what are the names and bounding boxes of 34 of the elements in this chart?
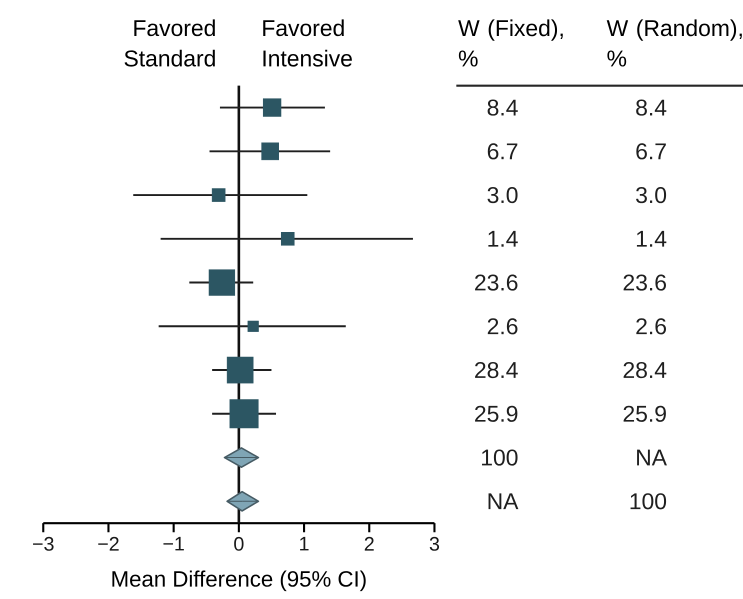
text: 23.6 xyxy=(624,274,666,291)
text: 8.4 xyxy=(636,99,666,116)
text: 1.4 xyxy=(488,230,518,247)
text: 28.4 xyxy=(475,362,518,378)
text: 25.9 xyxy=(624,406,666,422)
text: 100 xyxy=(630,493,666,510)
text: 1.4 xyxy=(636,230,666,247)
text: Favored Standard xyxy=(124,19,215,67)
text: 28.4 xyxy=(624,362,666,378)
text: NA xyxy=(488,493,518,510)
text: NA xyxy=(637,450,667,466)
text: Favored Intensive xyxy=(263,19,352,67)
text: 100 xyxy=(482,449,518,466)
category-label: W (Random), % xyxy=(606,19,742,67)
text: 25.9 xyxy=(475,406,518,422)
point xyxy=(261,142,279,160)
text: 6.7 xyxy=(488,143,518,160)
text: 2.6 xyxy=(636,318,666,334)
text: 3.0 xyxy=(636,186,666,204)
point xyxy=(262,98,282,117)
x-tick-label: −3 xyxy=(33,536,54,551)
x-tick-label: 0 xyxy=(234,536,244,551)
x-tick-label: 1 xyxy=(300,536,309,550)
x-tick-label: 2 xyxy=(364,536,374,551)
text: 6.7 xyxy=(636,143,666,160)
text: 3.0 xyxy=(488,186,518,204)
category-label: W (Fixed), % xyxy=(458,19,563,67)
x-tick-label: −1 xyxy=(163,536,184,550)
text: 2.6 xyxy=(488,318,518,334)
text: 23.6 xyxy=(475,274,518,291)
text: 8.4 xyxy=(488,99,518,116)
x-tick-label: −2 xyxy=(98,536,119,551)
x-axis-title: Mean Difference (95% CI) xyxy=(112,570,366,592)
x-tick-label: 3 xyxy=(430,536,440,551)
